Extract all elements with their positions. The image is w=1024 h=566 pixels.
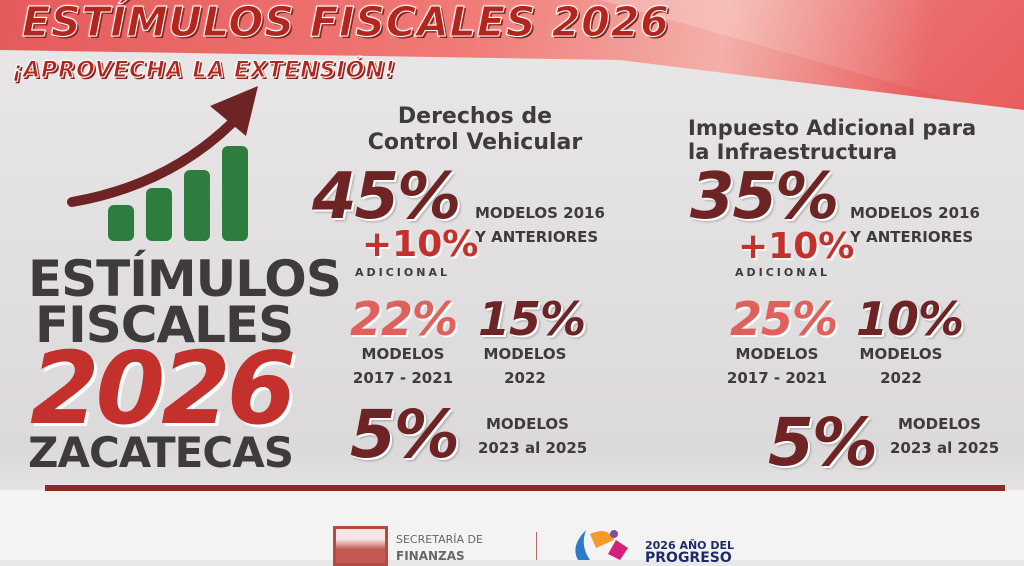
col2-b-line2: 2017 - 2021 bbox=[726, 369, 828, 387]
col2-main-models-line2: Y ANTERIORES bbox=[850, 228, 974, 246]
col1-d-line1: MODELOS bbox=[486, 415, 569, 433]
col1-b-line2: 2017 - 2021 bbox=[352, 369, 454, 387]
col1-heading-line1: Derechos de bbox=[397, 104, 553, 129]
col2-c-models: MODELOS 2022 bbox=[846, 342, 956, 390]
page-subtitle: ¡APROVECHA LA EXTENSIÓN! bbox=[12, 58, 396, 84]
col2-heading-line1: Impuesto Adicional para bbox=[688, 116, 977, 140]
col1-main-models-line2: Y ANTERIORES bbox=[475, 228, 599, 246]
col2-main-models-line1: MODELOS 2016 bbox=[850, 204, 980, 222]
left-state: ZACATECAS bbox=[28, 428, 294, 477]
col1-main-models-line1: MODELOS 2016 bbox=[475, 204, 605, 222]
col1-d-percent: 5% bbox=[350, 396, 460, 473]
col1-c-percent: 15% bbox=[478, 292, 586, 346]
col2-main-models: MODELOS 2016 Y ANTERIORES bbox=[850, 201, 980, 249]
col1-c-line2: 2022 bbox=[504, 369, 546, 387]
col2-c-percent: 10% bbox=[856, 292, 964, 346]
footer bbox=[0, 490, 1024, 560]
col2-c-line1: MODELOS bbox=[859, 345, 943, 363]
col2-b-percent: 25% bbox=[730, 292, 838, 346]
finanzas-text: SECRETARÍA DE FINANZAS bbox=[396, 532, 483, 564]
left-year: 2026 bbox=[30, 330, 296, 447]
progreso-line1: 2026 AÑO DEL bbox=[645, 539, 734, 552]
col1-main-percent: 45% bbox=[312, 160, 461, 234]
left-line2: FISCALES bbox=[35, 296, 294, 354]
col1-c-line1: MODELOS bbox=[483, 345, 567, 363]
divider bbox=[45, 485, 1005, 491]
col2-main-percent: 35% bbox=[690, 160, 839, 234]
finanzas-line2: FINANZAS bbox=[396, 549, 465, 563]
progreso-logo bbox=[575, 530, 628, 560]
left-line1: ESTÍMULOS bbox=[28, 250, 342, 308]
col1-d-models: MODELOS 2023 al 2025 bbox=[478, 412, 587, 460]
col2-d-line2: 2023 al 2025 bbox=[890, 439, 1000, 457]
col1-main-models: MODELOS 2016 Y ANTERIORES bbox=[475, 201, 605, 249]
col2-d-line1: MODELOS bbox=[898, 415, 981, 433]
footer-separator bbox=[536, 532, 537, 560]
col2-d-models: MODELOS 2023 al 2025 bbox=[890, 412, 999, 460]
progreso-line2: PROGRESO bbox=[645, 550, 732, 566]
growth-chart-icon bbox=[67, 86, 258, 241]
col1-adicional: ADICIONAL bbox=[355, 266, 450, 279]
col2-d-percent: 5% bbox=[768, 404, 878, 481]
col2-plus: +10% bbox=[738, 226, 855, 267]
page-title: ESTÍMULOS FISCALES 2026 bbox=[22, 0, 670, 47]
col1-plus: +10% bbox=[362, 224, 479, 265]
col1-d-line2: 2023 al 2025 bbox=[478, 439, 588, 457]
col2-b-line1: MODELOS bbox=[735, 345, 819, 363]
col1-b-percent: 22% bbox=[350, 292, 458, 346]
col2-adicional: ADICIONAL bbox=[735, 266, 830, 279]
col2-c-line2: 2022 bbox=[880, 369, 922, 387]
col2-heading-line2: la Infraestructura bbox=[688, 140, 898, 164]
finanzas-line1: SECRETARÍA DE bbox=[396, 533, 483, 546]
col1-heading-line2: Control Vehicular bbox=[367, 130, 583, 155]
finanzas-logo bbox=[333, 526, 388, 566]
col2-heading: Impuesto Adicional para la Infraestructur… bbox=[688, 116, 976, 164]
col1-b-line1: MODELOS bbox=[361, 345, 445, 363]
col1-heading: Derechos de Control Vehicular bbox=[330, 104, 620, 156]
col1-c-models: MODELOS 2022 bbox=[470, 342, 580, 390]
progreso-text: 2026 AÑO DEL PROGRESO bbox=[645, 539, 734, 566]
col2-b-models: MODELOS 2017 - 2021 bbox=[722, 342, 832, 390]
col1-b-models: MODELOS 2017 - 2021 bbox=[348, 342, 458, 390]
